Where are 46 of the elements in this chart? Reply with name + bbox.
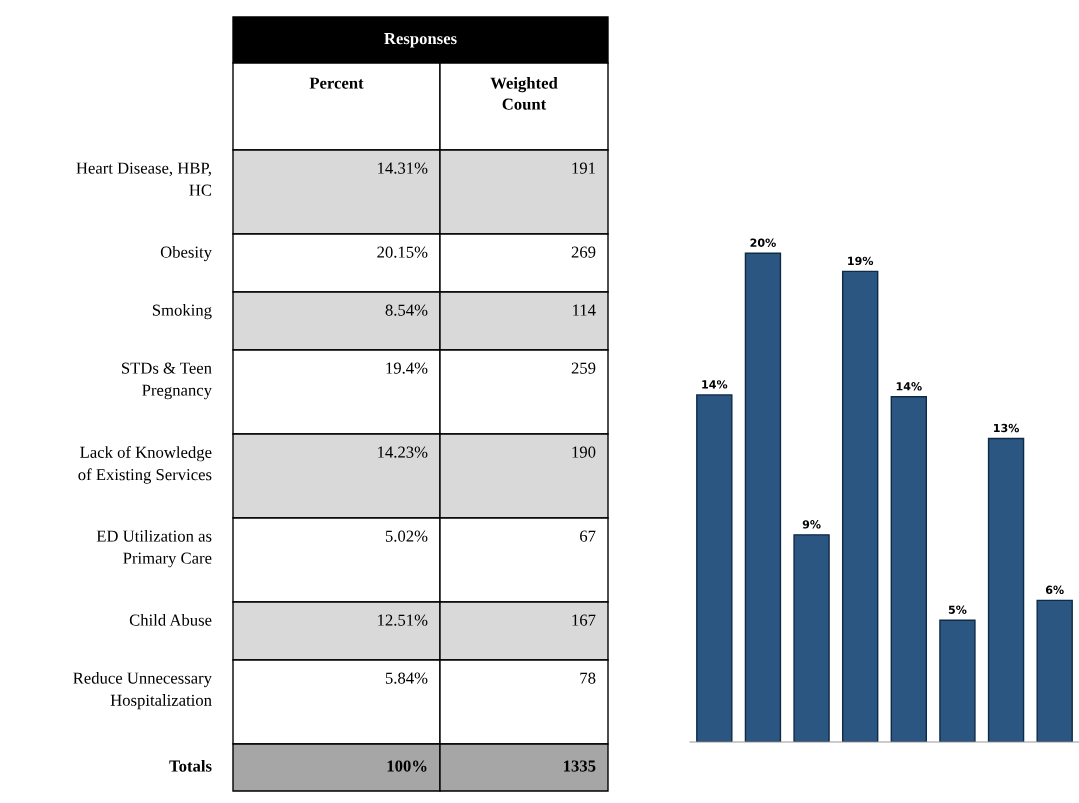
text: 14.23% [378,446,428,458]
text: STDs & Teen Pregnancy [121,362,212,400]
data-label: 13% [994,423,1020,433]
bar [744,252,782,742]
text: 12.51% [378,614,428,626]
text: Child Abuse [129,614,212,626]
data-label: 5% [948,605,967,614]
data-label: 6% [1045,585,1064,595]
text: Responses [384,33,457,48]
text: 191 [572,162,595,174]
text: 78 [580,672,596,684]
bar [793,534,830,742]
text: 5.02% [385,530,428,542]
text: Reduce Unnecessary Hospitalization [73,672,212,710]
text: 8.54% [385,304,428,316]
text: ED Utilization as Primary Care [96,530,212,568]
text: Obesity [160,246,212,262]
bar [987,437,1025,742]
data-label: 14% [702,380,728,389]
bar [841,270,879,742]
text: Percent [309,77,364,89]
text: Smoking [152,304,212,320]
text: Totals [169,759,212,772]
data-label: 14% [896,382,922,391]
text: 167 [572,614,596,626]
text: Heart Disease, HBP, HC [76,162,212,196]
text: 259 [571,362,596,374]
data-label: 20% [750,238,776,247]
bar [939,619,976,742]
text: 190 [572,446,596,458]
text: 19.4% [386,362,428,374]
bar [890,396,928,742]
data-label: 19% [848,256,874,266]
text: Weighted Count [490,77,558,110]
text: 100% [387,760,427,772]
text: 20.15% [377,246,428,258]
text: 114 [573,304,596,316]
text: 1335 [564,760,596,772]
bar [696,394,733,742]
text: 5.84% [385,672,428,684]
text: 67 [580,530,596,542]
bar [1036,599,1073,742]
text: 269 [571,246,596,258]
data-label: 9% [802,520,821,529]
text: Lack of Knowledge of Existing Services [78,446,212,484]
text: 14.31% [378,162,428,174]
